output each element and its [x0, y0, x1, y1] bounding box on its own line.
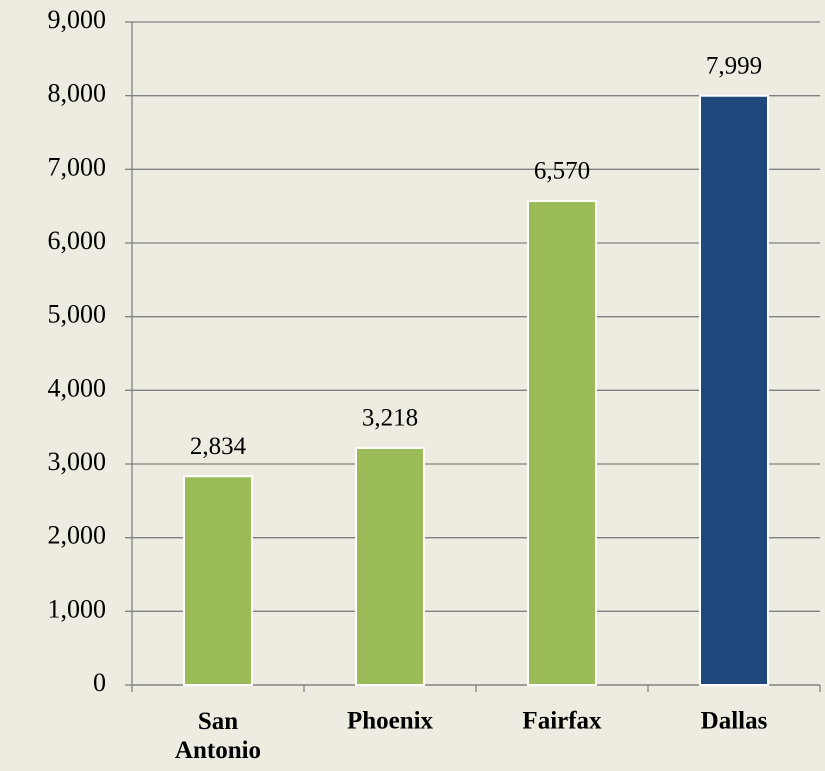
y-tick-label: 9,000: [48, 5, 107, 34]
value-label: 3,218: [362, 405, 418, 432]
y-tick-label: 5,000: [48, 300, 107, 329]
value-label: 7,999: [706, 52, 762, 79]
y-tick-label: 1,000: [48, 594, 107, 623]
x-tick-label: Dallas: [701, 708, 768, 735]
y-tick-label: 8,000: [48, 79, 107, 108]
y-tick-label: 6,000: [48, 226, 107, 255]
x-tick-label: San Antonio: [175, 708, 261, 764]
y-tick-label: 2,000: [48, 521, 107, 550]
x-tick-label: Phoenix: [347, 708, 434, 735]
bar: [527, 200, 597, 686]
bar: [355, 446, 425, 686]
bar: [183, 475, 253, 686]
bar: [699, 94, 769, 686]
value-label: 6,570: [534, 158, 590, 185]
value-label: 2,834: [190, 433, 247, 460]
y-tick-label: 3,000: [48, 447, 107, 476]
y-tick-label: 7,000: [48, 152, 107, 181]
y-tick-label: 4,000: [48, 373, 107, 402]
y-tick-label: 0: [93, 668, 106, 697]
x-tick-label: Fairfax: [522, 708, 602, 735]
